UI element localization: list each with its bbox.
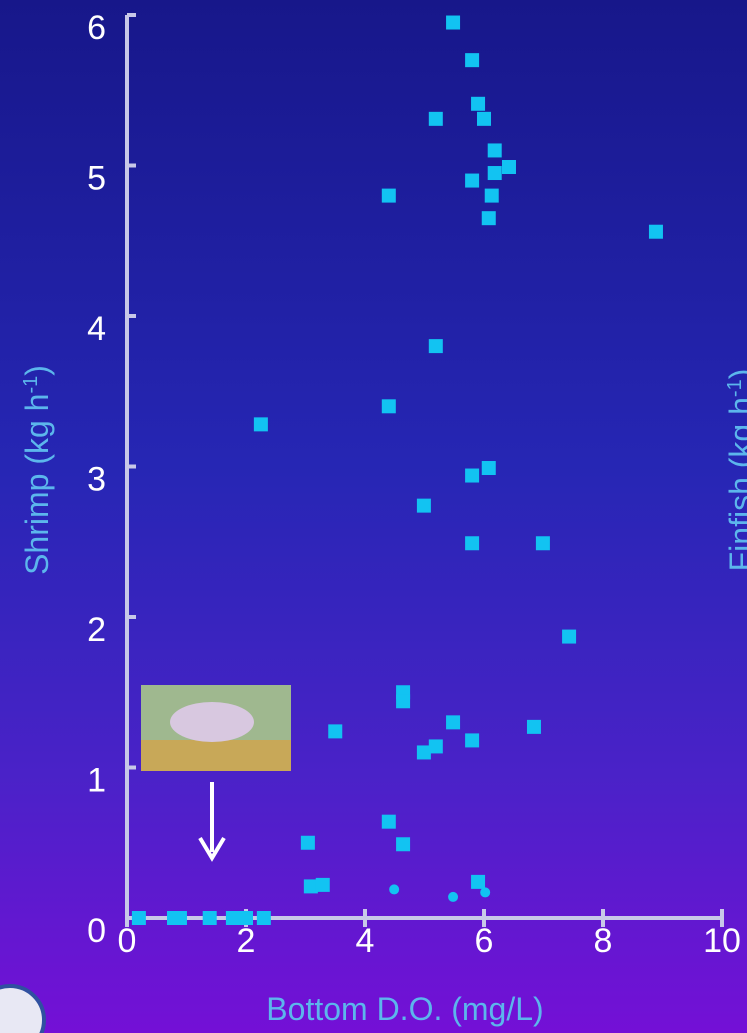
- crab-image-ground: [141, 740, 291, 771]
- y2-axis-label-part: ): [723, 369, 747, 380]
- point: [173, 911, 187, 925]
- y2-axis-label: Finfish (kg h-1): [723, 369, 747, 572]
- y2-axis-label-part: -1: [724, 379, 746, 397]
- point: [649, 225, 663, 239]
- x-tick-label: 8: [594, 922, 613, 960]
- point: [482, 461, 496, 475]
- point: [417, 499, 431, 513]
- point: [446, 16, 460, 30]
- y-tick-label: 2: [87, 611, 106, 649]
- point: [471, 97, 485, 111]
- point: [239, 911, 253, 925]
- x-tick-label: 6: [475, 922, 494, 960]
- y-tick-label: 0: [87, 912, 106, 950]
- point: [429, 339, 443, 353]
- y-axis-label: Shrimp (kg h-1): [19, 365, 55, 575]
- y-tick-label: 6: [87, 9, 106, 47]
- x-tick-label: 10: [703, 922, 741, 960]
- point: [448, 892, 458, 902]
- point: [465, 733, 479, 747]
- point: [562, 630, 576, 644]
- point: [477, 112, 491, 126]
- logo: [0, 986, 44, 1033]
- point: [396, 837, 410, 851]
- point: [396, 694, 410, 708]
- x-tick-label: 4: [356, 922, 375, 960]
- point: [257, 911, 271, 925]
- point: [203, 911, 217, 925]
- point: [536, 536, 550, 550]
- chart: 0 1 2 3 4 5 6 0 2 4 6 8 10 Bottom D.O. (mg/L) Shrimp (…: [0, 0, 747, 1033]
- point: [482, 211, 496, 225]
- point: [465, 174, 479, 188]
- y-axis-label-part: -1: [20, 376, 42, 394]
- y-tick-label: 4: [87, 310, 106, 348]
- point: [471, 875, 485, 889]
- y-tick-label: 1: [87, 762, 106, 800]
- y-axis-label-part: ): [19, 365, 55, 376]
- point: [485, 189, 499, 203]
- point: [465, 53, 479, 67]
- point: [429, 112, 443, 126]
- x-tick-label: 2: [237, 922, 256, 960]
- point: [527, 720, 541, 734]
- point: [316, 878, 330, 892]
- point: [480, 887, 490, 897]
- point: [301, 836, 315, 850]
- point: [446, 715, 460, 729]
- y-tick-label: 5: [87, 160, 106, 198]
- point: [382, 815, 396, 829]
- y2-axis-label-part: Finfish (kg h: [723, 397, 747, 571]
- point: [328, 724, 342, 738]
- decoration: [0, 685, 291, 1033]
- point: [465, 536, 479, 550]
- point: [488, 143, 502, 157]
- point: [502, 160, 516, 174]
- point: [132, 911, 146, 925]
- point: [254, 417, 268, 431]
- point: [382, 189, 396, 203]
- y-tick-label: 3: [87, 461, 106, 499]
- point: [465, 469, 479, 483]
- point: [226, 911, 240, 925]
- point: [389, 884, 399, 894]
- crab-body: [170, 702, 254, 742]
- point: [488, 166, 502, 180]
- page: 0 1 2 3 4 5 6 0 2 4 6 8 10 Bottom D.O. (mg/L) Shrimp (…: [0, 0, 747, 1033]
- y-axis-label-part: Shrimp (kg h: [19, 394, 55, 575]
- point: [382, 399, 396, 413]
- x-axis-label: Bottom D.O. (mg/L): [266, 991, 543, 1027]
- x-tick-label: 0: [118, 922, 137, 960]
- point: [417, 745, 431, 759]
